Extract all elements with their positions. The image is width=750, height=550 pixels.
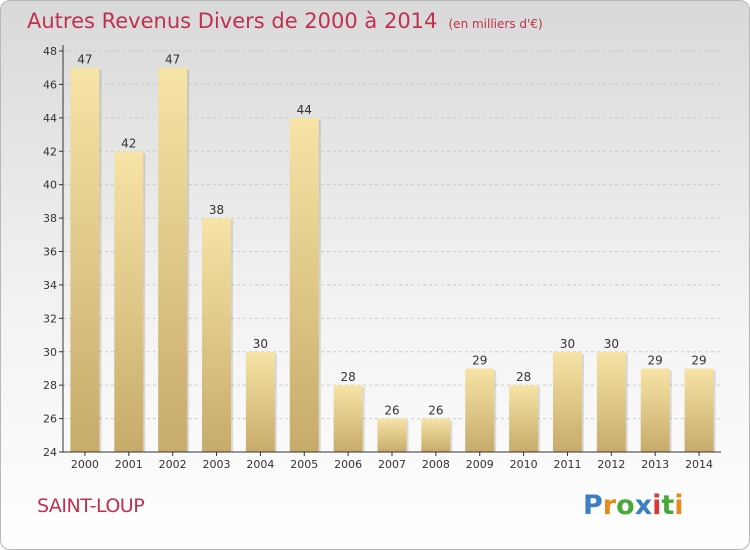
bar [684, 368, 714, 452]
x-tick-label: 2009 [466, 458, 494, 471]
y-tick-label: 48 [43, 45, 57, 58]
y-tick-label: 42 [43, 145, 57, 158]
data-label: 44 [297, 103, 312, 117]
bar [245, 351, 275, 452]
bar [202, 218, 232, 452]
brand-letter: x [634, 490, 653, 521]
data-label: 26 [384, 404, 399, 418]
brand-letter: t [661, 490, 675, 521]
x-tick-label: 2002 [159, 458, 187, 471]
bar [289, 117, 319, 452]
y-tick-label: 32 [43, 312, 57, 325]
chart-title: Autres Revenus Divers de 2000 à 2014 (en… [27, 9, 543, 33]
brand-letter: P [583, 490, 603, 521]
data-label: 30 [560, 337, 575, 351]
data-label: 30 [604, 337, 619, 351]
bar [640, 368, 670, 452]
x-tick-label: 2012 [597, 458, 625, 471]
bar [377, 418, 407, 452]
data-label: 26 [428, 404, 443, 418]
x-tick-label: 2004 [246, 458, 274, 471]
bar [421, 418, 451, 452]
x-tick-label: 2014 [685, 458, 713, 471]
y-tick-label: 30 [43, 346, 57, 359]
brand-letter: i [674, 490, 684, 521]
y-tick-label: 28 [43, 379, 57, 392]
data-label: 38 [209, 203, 224, 217]
data-label: 29 [472, 353, 487, 367]
bar [465, 368, 495, 452]
x-tick-label: 2005 [290, 458, 318, 471]
x-tick-label: 2010 [510, 458, 538, 471]
data-label: 42 [121, 136, 136, 150]
data-label: 29 [691, 353, 706, 367]
data-label: 30 [253, 337, 268, 351]
x-tick-label: 2006 [334, 458, 362, 471]
bar [552, 351, 582, 452]
y-tick-label: 38 [43, 212, 57, 225]
bar [158, 67, 188, 452]
y-tick-label: 44 [43, 112, 57, 125]
brand-letter: r [602, 490, 617, 521]
x-tick-label: 2013 [641, 458, 669, 471]
bar [596, 351, 626, 452]
data-label: 47 [77, 53, 92, 67]
y-tick-label: 46 [43, 78, 57, 91]
x-tick-label: 2001 [115, 458, 143, 471]
y-tick-label: 26 [43, 413, 57, 426]
data-label: 47 [165, 53, 180, 67]
y-tick-label: 34 [43, 279, 57, 292]
bar [333, 385, 363, 452]
x-tick-label: 2007 [378, 458, 406, 471]
y-tick-label: 24 [43, 446, 57, 459]
commune-name: SAINT-LOUP [37, 495, 145, 517]
data-label: 28 [340, 370, 355, 384]
title-text: Autres Revenus Divers de 2000 à 2014 [27, 9, 438, 33]
x-tick-label: 2011 [553, 458, 581, 471]
axes [59, 45, 721, 456]
x-tick-label: 2003 [203, 458, 231, 471]
bar [70, 67, 100, 452]
bar [509, 385, 539, 452]
x-tick-label: 2000 [71, 458, 99, 471]
x-tick-label: 2008 [422, 458, 450, 471]
data-label: 29 [648, 353, 663, 367]
brand-logo: Proxiti [583, 490, 684, 521]
bar [114, 151, 144, 452]
y-tick-label: 40 [43, 179, 57, 192]
labels: 24 26 28 30 32 34 36 38 40 42 44 46 48 47 2000 42 2001 47… [43, 45, 713, 471]
data-label: 28 [516, 370, 531, 384]
brand-letter: i [652, 490, 662, 521]
brand-letter: o [616, 490, 635, 521]
y-tick-label: 36 [43, 246, 57, 259]
title-unit: (en milliers d'€) [448, 17, 543, 31]
bars [70, 67, 716, 452]
